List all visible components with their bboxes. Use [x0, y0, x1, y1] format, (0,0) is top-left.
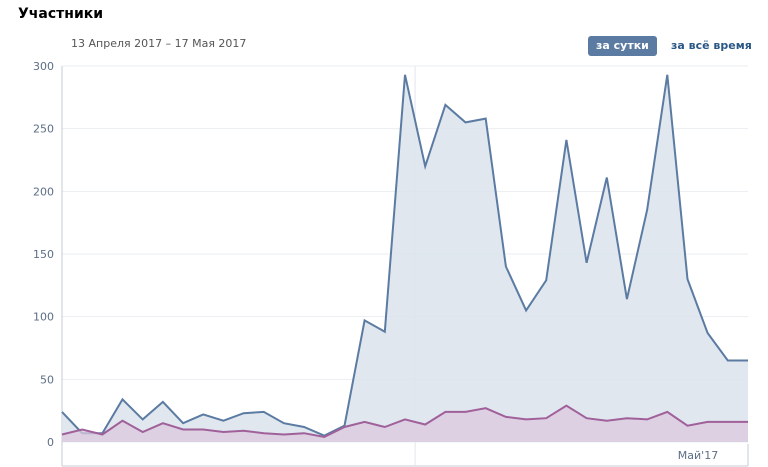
series-0-area	[62, 74, 748, 443]
x-tick-label: Май'17	[678, 449, 718, 462]
y-tick-label: 250	[33, 123, 54, 136]
series-1-line	[61, 404, 748, 439]
y-tick-label: 150	[33, 248, 54, 261]
y-tick-label: 50	[40, 373, 54, 386]
date-range: 13 Апреля 2017 – 17 Мая 2017	[71, 37, 247, 50]
series-0-line	[61, 74, 748, 437]
page-title: Участники	[18, 6, 104, 22]
y-tick-label: 200	[33, 185, 54, 198]
series-1-area	[62, 405, 748, 442]
daily-button[interactable]: за сутки	[588, 36, 657, 56]
y-tick-label: 0	[47, 436, 54, 449]
all-time-button[interactable]: за всё время	[671, 39, 752, 52]
y-tick-label: 300	[33, 60, 54, 73]
y-tick-label: 100	[33, 311, 54, 324]
